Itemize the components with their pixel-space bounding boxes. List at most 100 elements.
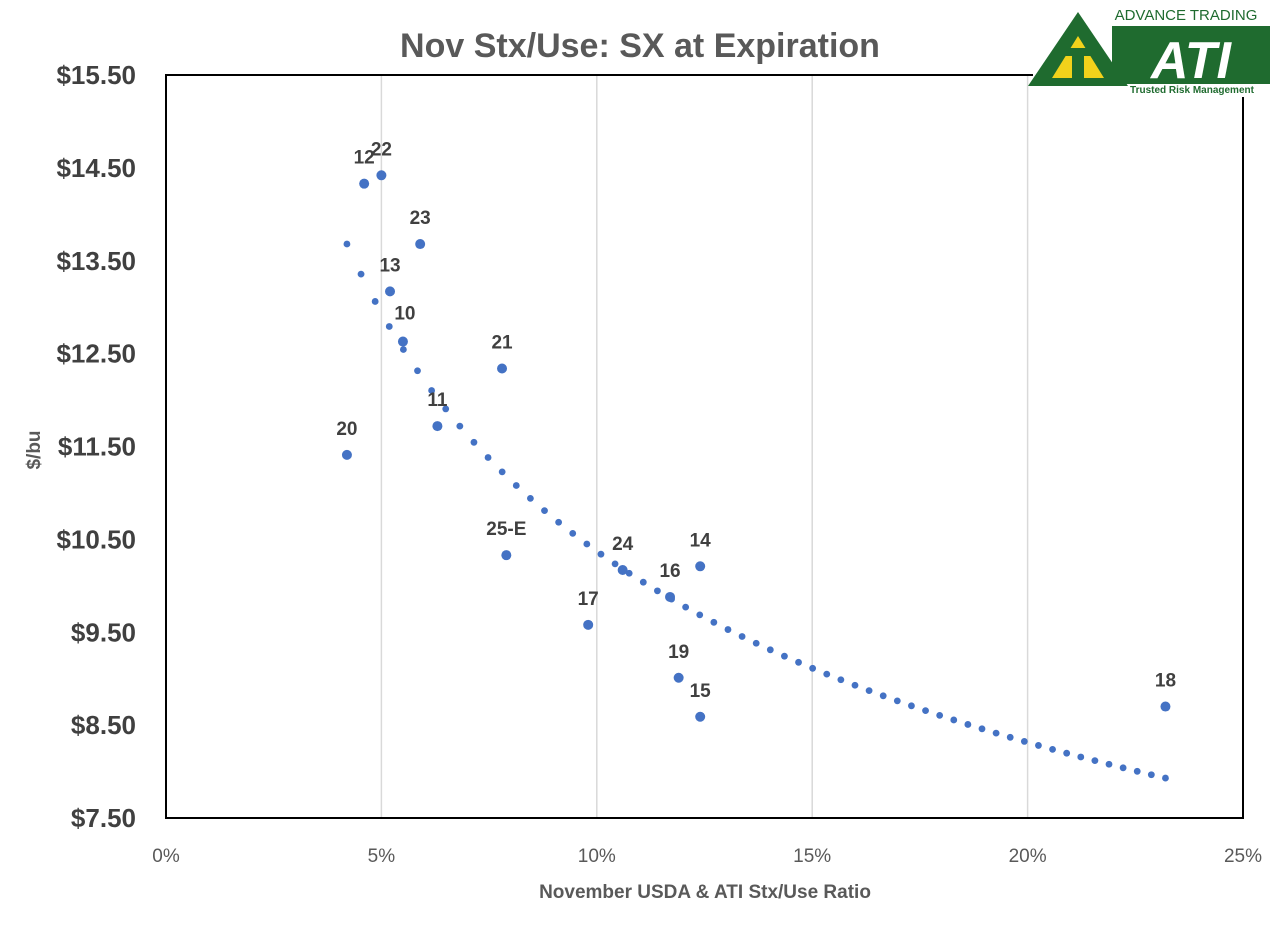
trendline-dot (555, 518, 563, 526)
trendline-dot (1133, 767, 1141, 775)
plot-area-border (165, 74, 1244, 819)
trendline-dot (484, 454, 492, 461)
trendline-dot (696, 611, 704, 619)
trendline-dot (541, 507, 548, 515)
trendline-dot (781, 652, 788, 660)
x-tick-label: 20% (1009, 846, 1047, 867)
data-label-24: 24 (612, 534, 634, 555)
y-tick-label: $15.50 (56, 60, 136, 90)
data-point-21 (497, 363, 508, 374)
logo-bar (1072, 52, 1084, 78)
trendline-dot (950, 716, 958, 724)
trendline-dot (992, 729, 1000, 737)
trendline-dot (823, 670, 831, 678)
trendline-dot (922, 707, 929, 715)
trendline-dot (879, 692, 887, 700)
data-labels: 10 11 12 13 14 15 16 17 18 19 20 21 22 23 24 25-E (336, 139, 1176, 701)
trendline-dot (611, 560, 619, 568)
y-tick-label: $13.50 (56, 246, 136, 276)
data-label-10: 10 (394, 304, 415, 325)
data-label-18: 18 (1155, 671, 1176, 692)
y-tick-label: $10.50 (56, 524, 136, 554)
x-axis-title: November USDA & ATI Stx/Use Ratio (539, 882, 871, 903)
data-label-14: 14 (690, 530, 712, 551)
data-label-17: 17 (578, 589, 599, 610)
data-label-13: 13 (379, 255, 400, 276)
trendline-dot (1162, 774, 1169, 782)
data-label-23: 23 (410, 208, 431, 229)
logo-crossbar (1062, 48, 1094, 56)
trendline-dot (752, 639, 760, 647)
ati-logo: ADVANCE TRADING ATI Trusted Risk Managem… (1028, 2, 1278, 97)
trendline-dot (512, 482, 520, 489)
trendline-dot (654, 587, 661, 595)
y-tick-label: $11.50 (58, 432, 136, 462)
data-point-11 (432, 421, 443, 432)
data-point-16 (665, 591, 676, 602)
x-tick-label: 25% (1224, 846, 1262, 867)
trendline-dot (428, 387, 436, 394)
trendline-dot (569, 529, 577, 537)
data-label-20: 20 (336, 419, 357, 440)
trendline-dot (1063, 749, 1071, 757)
trendline-dot (371, 298, 379, 305)
data-point-13 (385, 286, 396, 297)
trendline-dot (710, 618, 718, 626)
trendline-dot (456, 422, 464, 430)
y-tick-label: $12.50 (56, 339, 136, 369)
logo-mark: ATI (1149, 32, 1232, 90)
trendline-dot (343, 240, 351, 248)
trendline-dot (1147, 771, 1155, 779)
trendline-dot (837, 676, 845, 684)
trendline-dot (1091, 757, 1099, 765)
trendline-dot (1035, 742, 1042, 749)
data-points (341, 170, 1171, 722)
data-point-10 (397, 336, 408, 347)
data-point-18 (1160, 701, 1171, 712)
trendline-dot (1006, 733, 1014, 741)
trendline-dot (1077, 753, 1085, 761)
data-label-25-E: 25-E (486, 519, 526, 540)
y-tick-label: $14.50 (56, 153, 136, 183)
trendline-dot (399, 346, 407, 353)
trendline-dot (583, 540, 591, 548)
data-label-19: 19 (668, 642, 689, 663)
chart-title: Nov Stx/Use: SX at Expiration (400, 27, 880, 65)
data-point-15 (695, 711, 706, 722)
data-label-11: 11 (427, 390, 448, 411)
trendline-dot (357, 270, 365, 278)
trendline-dot (682, 603, 690, 611)
trendline-dot (1049, 745, 1056, 753)
trendline-dot (470, 438, 478, 446)
trendline-dot (865, 687, 873, 695)
trendline (343, 240, 1169, 782)
x-tick-label: 10% (578, 846, 616, 867)
logo-tagline-bottom: Trusted Risk Management (1130, 85, 1255, 96)
trendline-dot (795, 658, 802, 666)
data-point-17 (583, 619, 594, 630)
y-tick-label: $8.50 (71, 710, 136, 740)
gridlines (380, 75, 1029, 818)
trendline-dot (1119, 764, 1127, 772)
trendline-dot (639, 578, 647, 586)
x-axis-ticks: 0% 5% 10% 15% 20% 25% (152, 846, 1262, 867)
trendline-dot (442, 405, 450, 413)
y-axis-title: $/bu (24, 430, 45, 469)
trendline-dot (893, 697, 901, 705)
trendline-dot (526, 494, 534, 502)
trendline-dot (809, 664, 817, 672)
data-point-24 (617, 565, 628, 576)
trendline-dot (414, 367, 421, 375)
trendline-dot (978, 725, 986, 733)
data-label-15: 15 (690, 681, 712, 702)
trendline-dot (724, 626, 732, 633)
trendline-dot (1020, 738, 1028, 745)
trendline-dot (851, 681, 859, 689)
data-label-22: 22 (371, 139, 392, 160)
trendline-dot (908, 702, 915, 710)
data-point-23 (415, 239, 426, 250)
data-label-16: 16 (659, 561, 680, 582)
data-label-12: 12 (354, 148, 375, 169)
